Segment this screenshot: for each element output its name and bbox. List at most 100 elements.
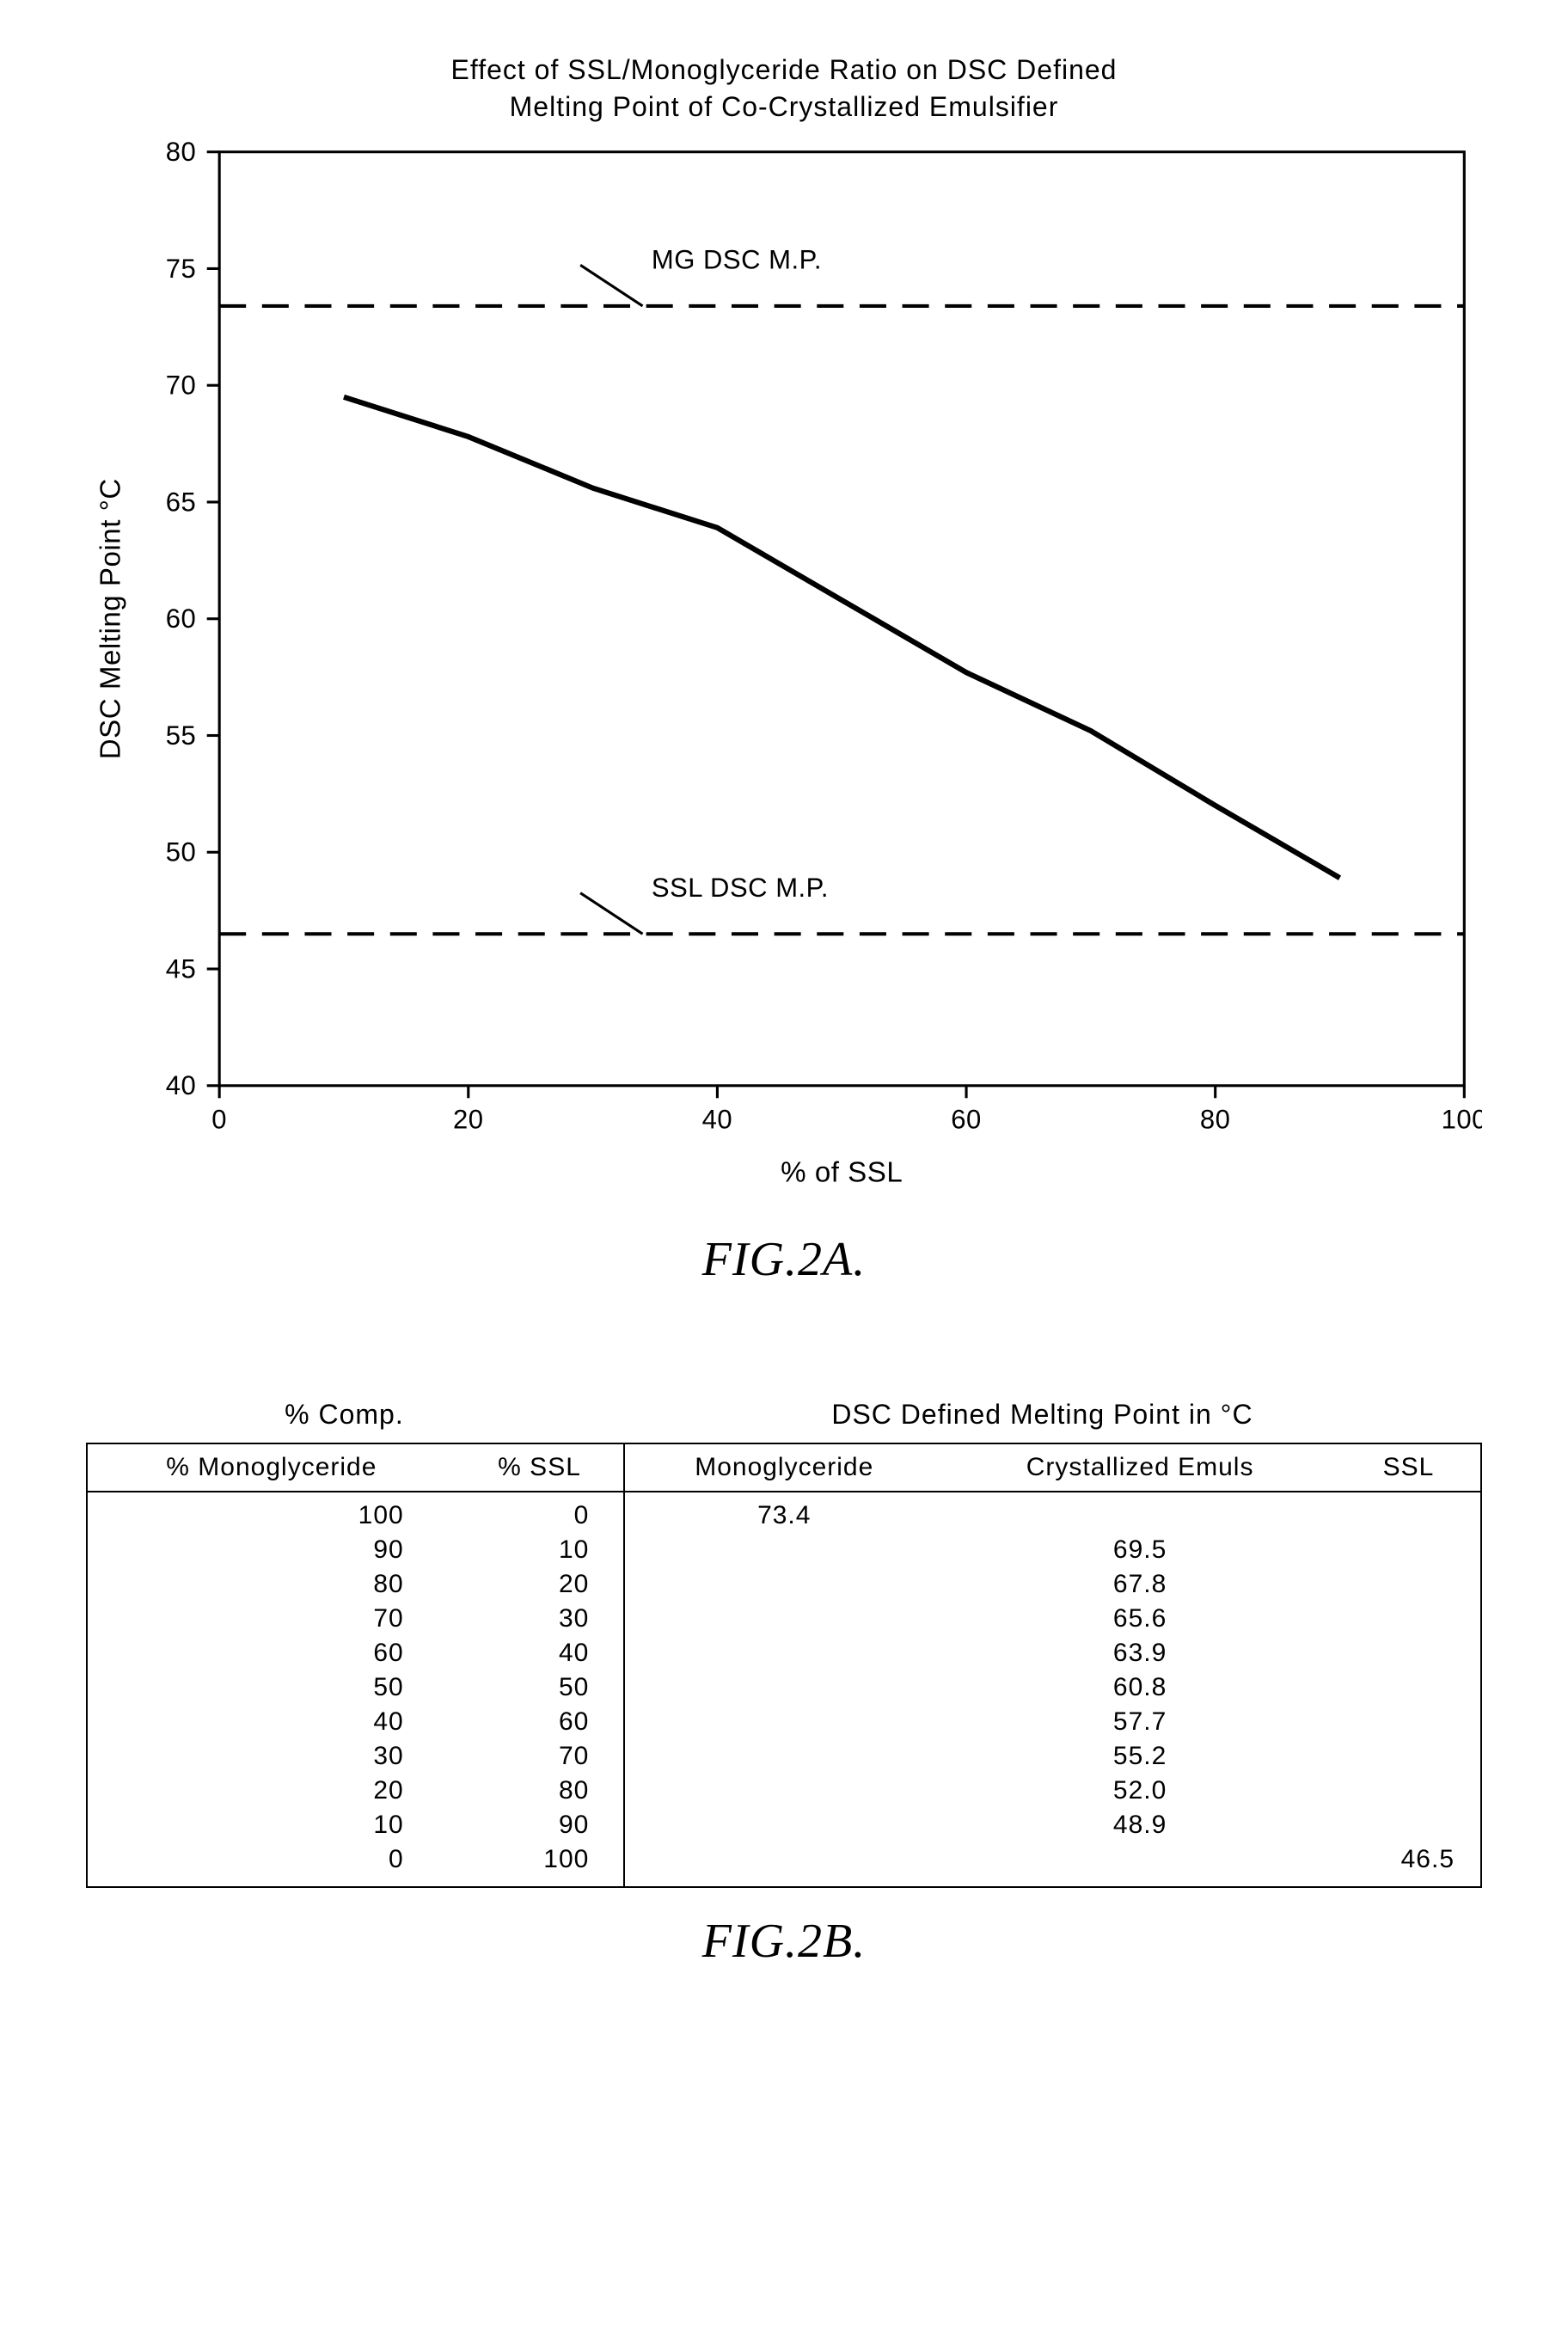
super-header-comp: % Comp.: [86, 1399, 603, 1431]
y-axis-label: DSC Melting Point °C: [95, 479, 126, 760]
col-hdr-mp-crystallized: Crystallized Emuls: [943, 1443, 1337, 1492]
cell-ssl-pct: 40: [456, 1636, 625, 1670]
cell-monoglyceride-pct: 20: [87, 1774, 456, 1808]
chart-title-line1: Effect of SSL/Monoglyceride Ratio on DSC…: [451, 54, 1118, 85]
cell-monoglyceride-pct: 0: [87, 1842, 456, 1887]
col-hdr-ssl-pct: % SSL: [456, 1443, 625, 1492]
cell-monoglyceride-pct: 70: [87, 1602, 456, 1636]
cell-mp-monoglyceride: [624, 1774, 943, 1808]
chart-title: Effect of SSL/Monoglyceride Ratio on DSC…: [86, 52, 1482, 126]
col-hdr-monoglyceride-pct: % Monoglyceride: [87, 1443, 456, 1492]
cell-ssl-pct: 30: [456, 1602, 625, 1636]
table-row: 6040 63.9: [87, 1636, 1481, 1670]
cell-monoglyceride-pct: 80: [87, 1567, 456, 1602]
cell-monoglyceride-pct: 60: [87, 1636, 456, 1670]
x-tick-label: 40: [702, 1105, 733, 1135]
cell-mp-ssl: [1337, 1705, 1481, 1739]
cell-monoglyceride-pct: 50: [87, 1670, 456, 1705]
cell-monoglyceride-pct: 90: [87, 1533, 456, 1567]
cell-ssl-pct: 50: [456, 1670, 625, 1705]
figure-2a-caption: FIG.2A.: [86, 1232, 1482, 1287]
cell-monoglyceride-pct: 100: [87, 1492, 456, 1533]
cell-mp-monoglyceride: [624, 1567, 943, 1602]
cell-mp-crystallized: 63.9: [943, 1636, 1337, 1670]
y-tick-label: 50: [166, 837, 197, 867]
cell-mp-crystallized: [943, 1842, 1337, 1887]
cell-mp-crystallized: 65.6: [943, 1602, 1337, 1636]
cell-mp-ssl: [1337, 1602, 1481, 1636]
table-row: 8020 67.8: [87, 1567, 1481, 1602]
super-header-mp: DSC Defined Melting Point in °C: [603, 1399, 1482, 1431]
cell-mp-crystallized: 57.7: [943, 1705, 1337, 1739]
cell-monoglyceride-pct: 40: [87, 1705, 456, 1739]
x-tick-label: 100: [1442, 1105, 1482, 1135]
cell-mp-crystallized: 60.8: [943, 1670, 1337, 1705]
table-row: 100073.4: [87, 1492, 1481, 1533]
table-row: 5050 60.8: [87, 1670, 1481, 1705]
cell-ssl-pct: 70: [456, 1739, 625, 1774]
table-row: 2080 52.0: [87, 1774, 1481, 1808]
y-tick-label: 75: [166, 254, 197, 284]
cell-mp-ssl: [1337, 1670, 1481, 1705]
figure-2b-caption: FIG.2B.: [86, 1914, 1482, 1969]
cell-mp-monoglyceride: [624, 1739, 943, 1774]
table-row: 0100 46.5: [87, 1842, 1481, 1887]
cell-monoglyceride-pct: 10: [87, 1808, 456, 1842]
cell-mp-crystallized: 48.9: [943, 1808, 1337, 1842]
reference-label-1: SSL DSC M.P.: [652, 873, 829, 903]
data-table: % Monoglyceride % SSL Monoglyceride Crys…: [86, 1443, 1482, 1888]
cell-mp-ssl: [1337, 1808, 1481, 1842]
y-tick-label: 65: [166, 487, 197, 518]
cell-mp-crystallized: 69.5: [943, 1533, 1337, 1567]
cell-mp-crystallized: 67.8: [943, 1567, 1337, 1602]
cell-mp-monoglyceride: [624, 1636, 943, 1670]
y-tick-label: 55: [166, 720, 197, 751]
x-tick-label: 0: [211, 1105, 227, 1135]
cell-mp-crystallized: [943, 1492, 1337, 1533]
plot-border: [219, 152, 1464, 1086]
cell-mp-monoglyceride: [624, 1705, 943, 1739]
x-tick-label: 80: [1200, 1105, 1231, 1135]
table-super-header: % Comp. DSC Defined Melting Point in °C: [86, 1399, 1482, 1431]
cell-mp-ssl: [1337, 1739, 1481, 1774]
cell-mp-ssl: [1337, 1567, 1481, 1602]
table-header-row: % Monoglyceride % SSL Monoglyceride Crys…: [87, 1443, 1481, 1492]
y-tick-label: 80: [166, 137, 197, 167]
x-tick-label: 60: [951, 1105, 982, 1135]
cell-mp-monoglyceride: [624, 1670, 943, 1705]
cell-ssl-pct: 80: [456, 1774, 625, 1808]
table-row: 3070 55.2: [87, 1739, 1481, 1774]
cell-mp-crystallized: 52.0: [943, 1774, 1337, 1808]
cell-mp-ssl: [1337, 1636, 1481, 1670]
figure-2a: Effect of SSL/Monoglyceride Ratio on DSC…: [86, 52, 1482, 1287]
cell-mp-monoglyceride: [624, 1842, 943, 1887]
chart-plot-area: 404550556065707580020406080100% of SSLDS…: [86, 134, 1482, 1205]
cell-ssl-pct: 60: [456, 1705, 625, 1739]
col-hdr-mp-monoglyceride: Monoglyceride: [624, 1443, 943, 1492]
y-tick-label: 60: [166, 604, 197, 634]
cell-mp-monoglyceride: [624, 1533, 943, 1567]
col-hdr-mp-ssl: SSL: [1337, 1443, 1481, 1492]
cell-mp-ssl: [1337, 1533, 1481, 1567]
cell-ssl-pct: 10: [456, 1533, 625, 1567]
reference-label-0: MG DSC M.P.: [652, 245, 822, 275]
cell-ssl-pct: 20: [456, 1567, 625, 1602]
line-chart-svg: 404550556065707580020406080100% of SSLDS…: [86, 134, 1482, 1201]
cell-ssl-pct: 100: [456, 1842, 625, 1887]
cell-mp-monoglyceride: [624, 1808, 943, 1842]
table-row: 4060 57.7: [87, 1705, 1481, 1739]
table-row: 7030 65.6: [87, 1602, 1481, 1636]
x-axis-label: % of SSL: [781, 1157, 903, 1189]
y-tick-label: 45: [166, 954, 197, 984]
x-tick-label: 20: [453, 1105, 484, 1135]
cell-mp-ssl: [1337, 1774, 1481, 1808]
cell-mp-monoglyceride: [624, 1602, 943, 1636]
table-row: 9010 69.5: [87, 1533, 1481, 1567]
cell-ssl-pct: 90: [456, 1808, 625, 1842]
cell-monoglyceride-pct: 30: [87, 1739, 456, 1774]
cell-mp-ssl: 46.5: [1337, 1842, 1481, 1887]
cell-mp-crystallized: 55.2: [943, 1739, 1337, 1774]
figure-2b: % Comp. DSC Defined Melting Point in °C …: [86, 1399, 1482, 1969]
y-tick-label: 40: [166, 1071, 197, 1101]
cell-ssl-pct: 0: [456, 1492, 625, 1533]
